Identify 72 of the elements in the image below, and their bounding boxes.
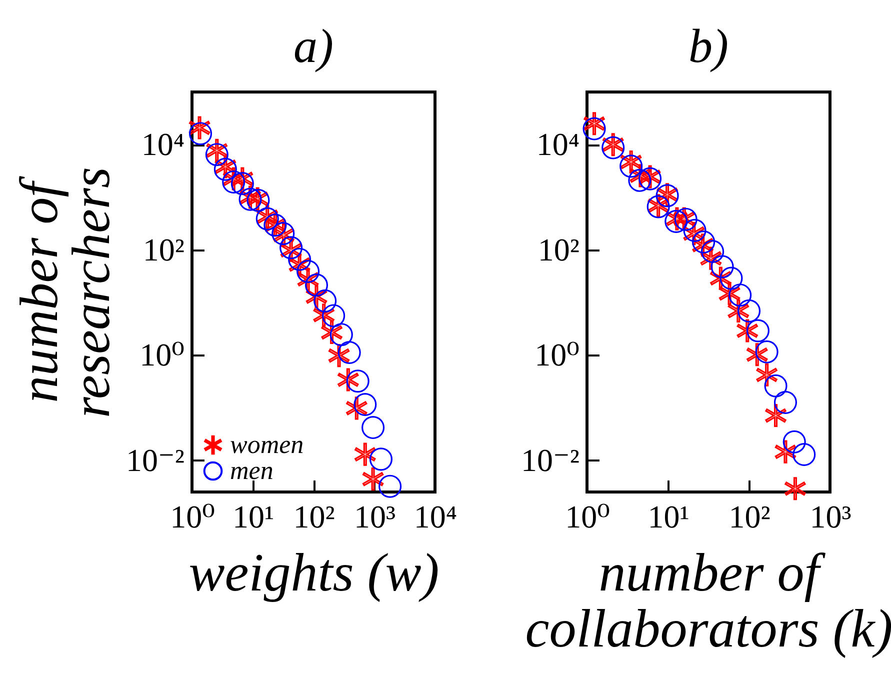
x-tick-label: 10¹ <box>232 498 274 534</box>
point <box>338 368 359 392</box>
chart-title: b) <box>688 20 728 73</box>
point <box>737 299 761 322</box>
point <box>746 319 770 342</box>
x-tick-label: 10¹ <box>648 498 690 534</box>
x-tick-label: 10⁰ <box>565 498 610 534</box>
point <box>206 138 228 162</box>
x-tick-label: 10² <box>293 498 335 534</box>
legend-label: men <box>230 456 274 485</box>
point <box>296 260 320 283</box>
point <box>728 284 752 307</box>
legend-label: women <box>230 430 304 459</box>
y-tick-label: 10² <box>142 231 184 268</box>
point <box>288 248 312 271</box>
point <box>720 266 743 290</box>
point <box>764 374 788 398</box>
point <box>354 442 376 466</box>
point <box>755 340 778 364</box>
point <box>746 343 768 366</box>
point <box>313 304 334 327</box>
point <box>774 440 796 464</box>
point <box>304 274 328 297</box>
x-tick-label: 10⁰ <box>170 498 215 534</box>
point <box>756 363 778 386</box>
point <box>362 468 384 491</box>
point <box>620 154 643 178</box>
point <box>230 172 254 196</box>
point <box>701 240 724 264</box>
point <box>205 143 228 166</box>
x-tick-label: 10⁴ <box>414 498 458 534</box>
point <box>288 253 310 276</box>
point <box>346 370 370 393</box>
x-tick-label: 10² <box>728 498 770 534</box>
point <box>710 266 732 290</box>
point <box>784 477 806 500</box>
point <box>378 474 402 498</box>
y-tick-label: 10⁴ <box>141 126 184 162</box>
y-tick-label: 10⁰ <box>534 336 580 373</box>
point <box>782 430 806 454</box>
point <box>314 289 337 312</box>
point <box>338 340 361 364</box>
point <box>792 443 816 466</box>
y-tick-label: 10⁻² <box>521 442 580 478</box>
point <box>710 255 734 278</box>
point <box>683 222 704 246</box>
point <box>330 323 353 346</box>
point <box>765 404 786 428</box>
point <box>683 218 706 242</box>
point <box>321 320 342 344</box>
point <box>718 282 740 306</box>
y-axis-title: number of researchers <box>9 167 122 418</box>
point <box>232 167 253 190</box>
x-axis-title: weights (w) <box>188 542 440 602</box>
point <box>628 168 652 192</box>
y-tick-label: 10⁻² <box>126 442 184 478</box>
point <box>354 393 377 416</box>
point <box>306 285 328 308</box>
point <box>346 396 368 420</box>
x-tick-label: 10³ <box>354 498 396 534</box>
y-tick-label: 10² <box>538 231 580 268</box>
point <box>362 416 385 440</box>
x-tick-label: 10³ <box>810 498 852 534</box>
point <box>620 150 642 174</box>
point <box>774 390 797 414</box>
point <box>630 164 652 188</box>
y-tick-label: 10⁴ <box>536 126 580 162</box>
y-tick-label: 10⁰ <box>140 336 184 373</box>
chart-title: a) <box>294 20 334 73</box>
point <box>369 448 392 471</box>
point <box>297 268 319 291</box>
point <box>322 304 346 328</box>
